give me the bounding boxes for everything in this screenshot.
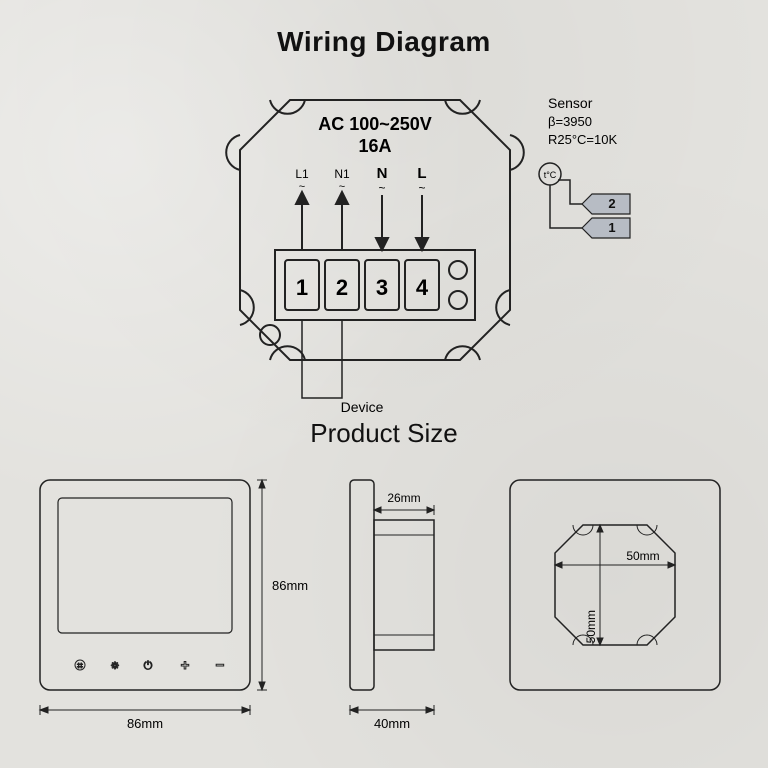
svg-text:−: − — [216, 657, 225, 674]
svg-text:❋: ❋ — [111, 661, 119, 672]
terminal-2-num: 2 — [336, 275, 348, 300]
side-view: 26mm 40mm — [350, 480, 434, 731]
voltage-text: AC 100~250V — [318, 114, 432, 134]
back-view: 50mm 50mm — [510, 480, 720, 690]
product-size-diagram: ⌗ ❋ ⏻ + − 86mm 86 — [0, 460, 768, 760]
sensor-conn-2: 2 — [608, 196, 615, 211]
svg-text:+: + — [181, 657, 190, 674]
sensor-r25: R25°C=10K — [548, 132, 617, 147]
front-height: 86mm — [272, 578, 308, 593]
svg-text:⌗: ⌗ — [77, 661, 83, 672]
probe-label: t°C — [544, 170, 557, 180]
terminal-3-num: 3 — [376, 275, 388, 300]
sensor-group: Sensor β=3950 R25°C=10K t°C 2 1 — [539, 95, 630, 238]
sensor-beta: β=3950 — [548, 114, 592, 129]
term-sub-3: ~ — [378, 181, 385, 195]
terminal-1-num: 1 — [296, 275, 308, 300]
term-label-4: L — [417, 165, 426, 182]
device-label: Device — [341, 399, 384, 415]
term-label-1: L1 — [295, 167, 309, 181]
svg-text:⏻: ⏻ — [144, 660, 153, 672]
front-width: 86mm — [127, 716, 163, 731]
back-inner-h: 50mm — [584, 610, 598, 643]
term-label-2: N1 — [334, 167, 350, 181]
wiring-diagram: AC 100~250V 16A 1 2 3 4 — [0, 60, 768, 420]
term-sub-2: ~ — [339, 181, 345, 193]
terminal-arrows — [296, 192, 428, 250]
terminal-4-num: 4 — [416, 275, 429, 300]
side-base: 40mm — [374, 716, 410, 731]
term-label-3: N — [377, 165, 388, 182]
page: Wiring Diagram AC 100~250V 16A — [0, 0, 768, 768]
term-sub-1: ~ — [299, 181, 305, 193]
terminal-block: 1 2 3 4 — [275, 250, 475, 320]
side-depth: 26mm — [387, 491, 420, 505]
section-title: Product Size — [0, 418, 768, 449]
sensor-conn-1: 1 — [608, 220, 615, 235]
current-text: 16A — [358, 136, 391, 156]
module-outline: AC 100~250V 16A 1 2 3 4 — [226, 100, 524, 415]
page-title: Wiring Diagram — [0, 26, 768, 58]
term-sub-4: ~ — [418, 181, 425, 195]
front-view: ⌗ ❋ ⏻ + − 86mm 86 — [40, 480, 308, 731]
back-inner-w: 50mm — [626, 549, 659, 563]
sensor-title: Sensor — [548, 95, 593, 111]
